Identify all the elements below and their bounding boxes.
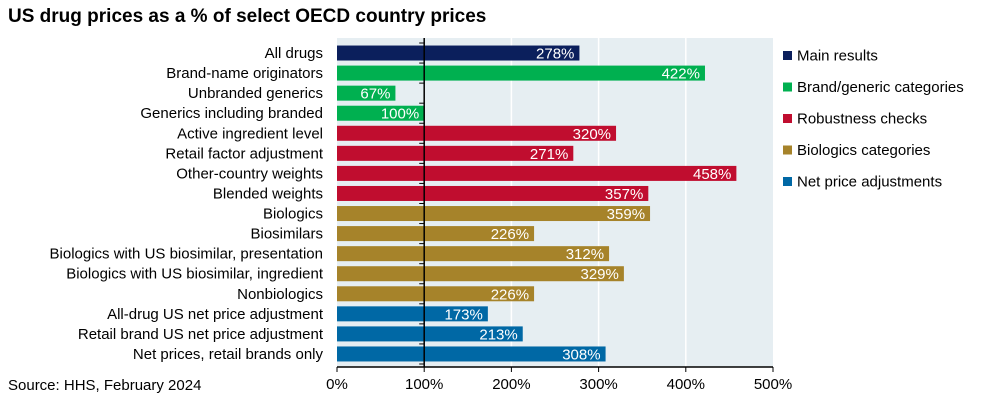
bar bbox=[337, 185, 649, 201]
data-label: 67% bbox=[360, 86, 390, 103]
data-label: 357% bbox=[605, 186, 643, 203]
bar bbox=[337, 45, 580, 61]
category-label: Biologics with US biosimilar, ingredient bbox=[66, 266, 324, 283]
bar bbox=[337, 85, 396, 101]
category-label: Retail factor adjustment bbox=[165, 145, 323, 162]
data-label: 213% bbox=[479, 326, 517, 343]
data-label: 359% bbox=[607, 206, 645, 223]
bar bbox=[337, 165, 737, 181]
data-label: 100% bbox=[381, 106, 419, 123]
data-label: 320% bbox=[573, 126, 611, 143]
category-label: Net prices, retail brands only bbox=[133, 346, 324, 363]
bar bbox=[337, 65, 705, 81]
source-note: Source: HHS, February 2024 bbox=[8, 377, 202, 394]
data-label: 458% bbox=[693, 166, 731, 183]
data-label: 329% bbox=[581, 266, 619, 283]
bar bbox=[337, 105, 425, 121]
x-tick-label: 300% bbox=[579, 376, 617, 393]
category-label: Brand-name originators bbox=[166, 65, 323, 82]
category-label: Biosimilars bbox=[250, 226, 323, 243]
category-label: Generics including branded bbox=[140, 105, 323, 122]
category-label: All drugs bbox=[265, 45, 323, 62]
bar bbox=[337, 145, 574, 161]
legend-swatch bbox=[783, 114, 792, 123]
data-label: 271% bbox=[530, 146, 568, 163]
x-tick-label: 100% bbox=[405, 376, 443, 393]
category-label: All-drug US net price adjustment bbox=[107, 306, 324, 323]
category-label: Retail brand US net price adjustment bbox=[78, 326, 324, 343]
data-label: 278% bbox=[536, 46, 574, 63]
legend-label: Main results bbox=[797, 48, 878, 65]
data-label: 422% bbox=[662, 66, 700, 83]
legend-swatch bbox=[783, 145, 792, 155]
legend-swatch bbox=[783, 51, 792, 60]
data-label: 226% bbox=[491, 226, 529, 243]
bar bbox=[337, 125, 617, 141]
x-tick-label: 500% bbox=[754, 376, 792, 393]
bar bbox=[337, 326, 523, 342]
legend-label: Biologics categories bbox=[797, 142, 930, 159]
data-label: 226% bbox=[491, 286, 529, 303]
legend-label: Net price adjustments bbox=[797, 174, 942, 191]
bar bbox=[337, 346, 606, 362]
x-tick-label: 200% bbox=[492, 376, 530, 393]
category-label: Other-country weights bbox=[176, 165, 323, 182]
category-label: Biologics bbox=[263, 206, 323, 223]
bar bbox=[337, 226, 535, 242]
data-label: 308% bbox=[562, 346, 600, 363]
bar bbox=[337, 206, 651, 222]
category-label: Unbranded generics bbox=[188, 85, 323, 102]
category-label: Blended weights bbox=[213, 185, 323, 202]
x-tick-label: 400% bbox=[667, 376, 705, 393]
bar bbox=[337, 286, 535, 302]
legend-label: Robustness checks bbox=[797, 111, 927, 128]
x-tick-label: 0% bbox=[326, 376, 348, 393]
legend-swatch bbox=[783, 82, 792, 92]
bar bbox=[337, 266, 624, 282]
data-label: 312% bbox=[566, 246, 604, 263]
legend-swatch bbox=[783, 177, 792, 186]
data-label: 173% bbox=[444, 306, 482, 323]
legend-label: Brand/generic categories bbox=[797, 79, 964, 96]
bar bbox=[337, 246, 610, 262]
category-label: Active ingredient level bbox=[177, 125, 323, 142]
category-label: Nonbiologics bbox=[237, 286, 323, 303]
category-label: Biologics with US biosimilar, presentati… bbox=[50, 246, 323, 263]
bar bbox=[337, 306, 488, 322]
chart-title: US drug prices as a % of select OECD cou… bbox=[8, 6, 487, 27]
